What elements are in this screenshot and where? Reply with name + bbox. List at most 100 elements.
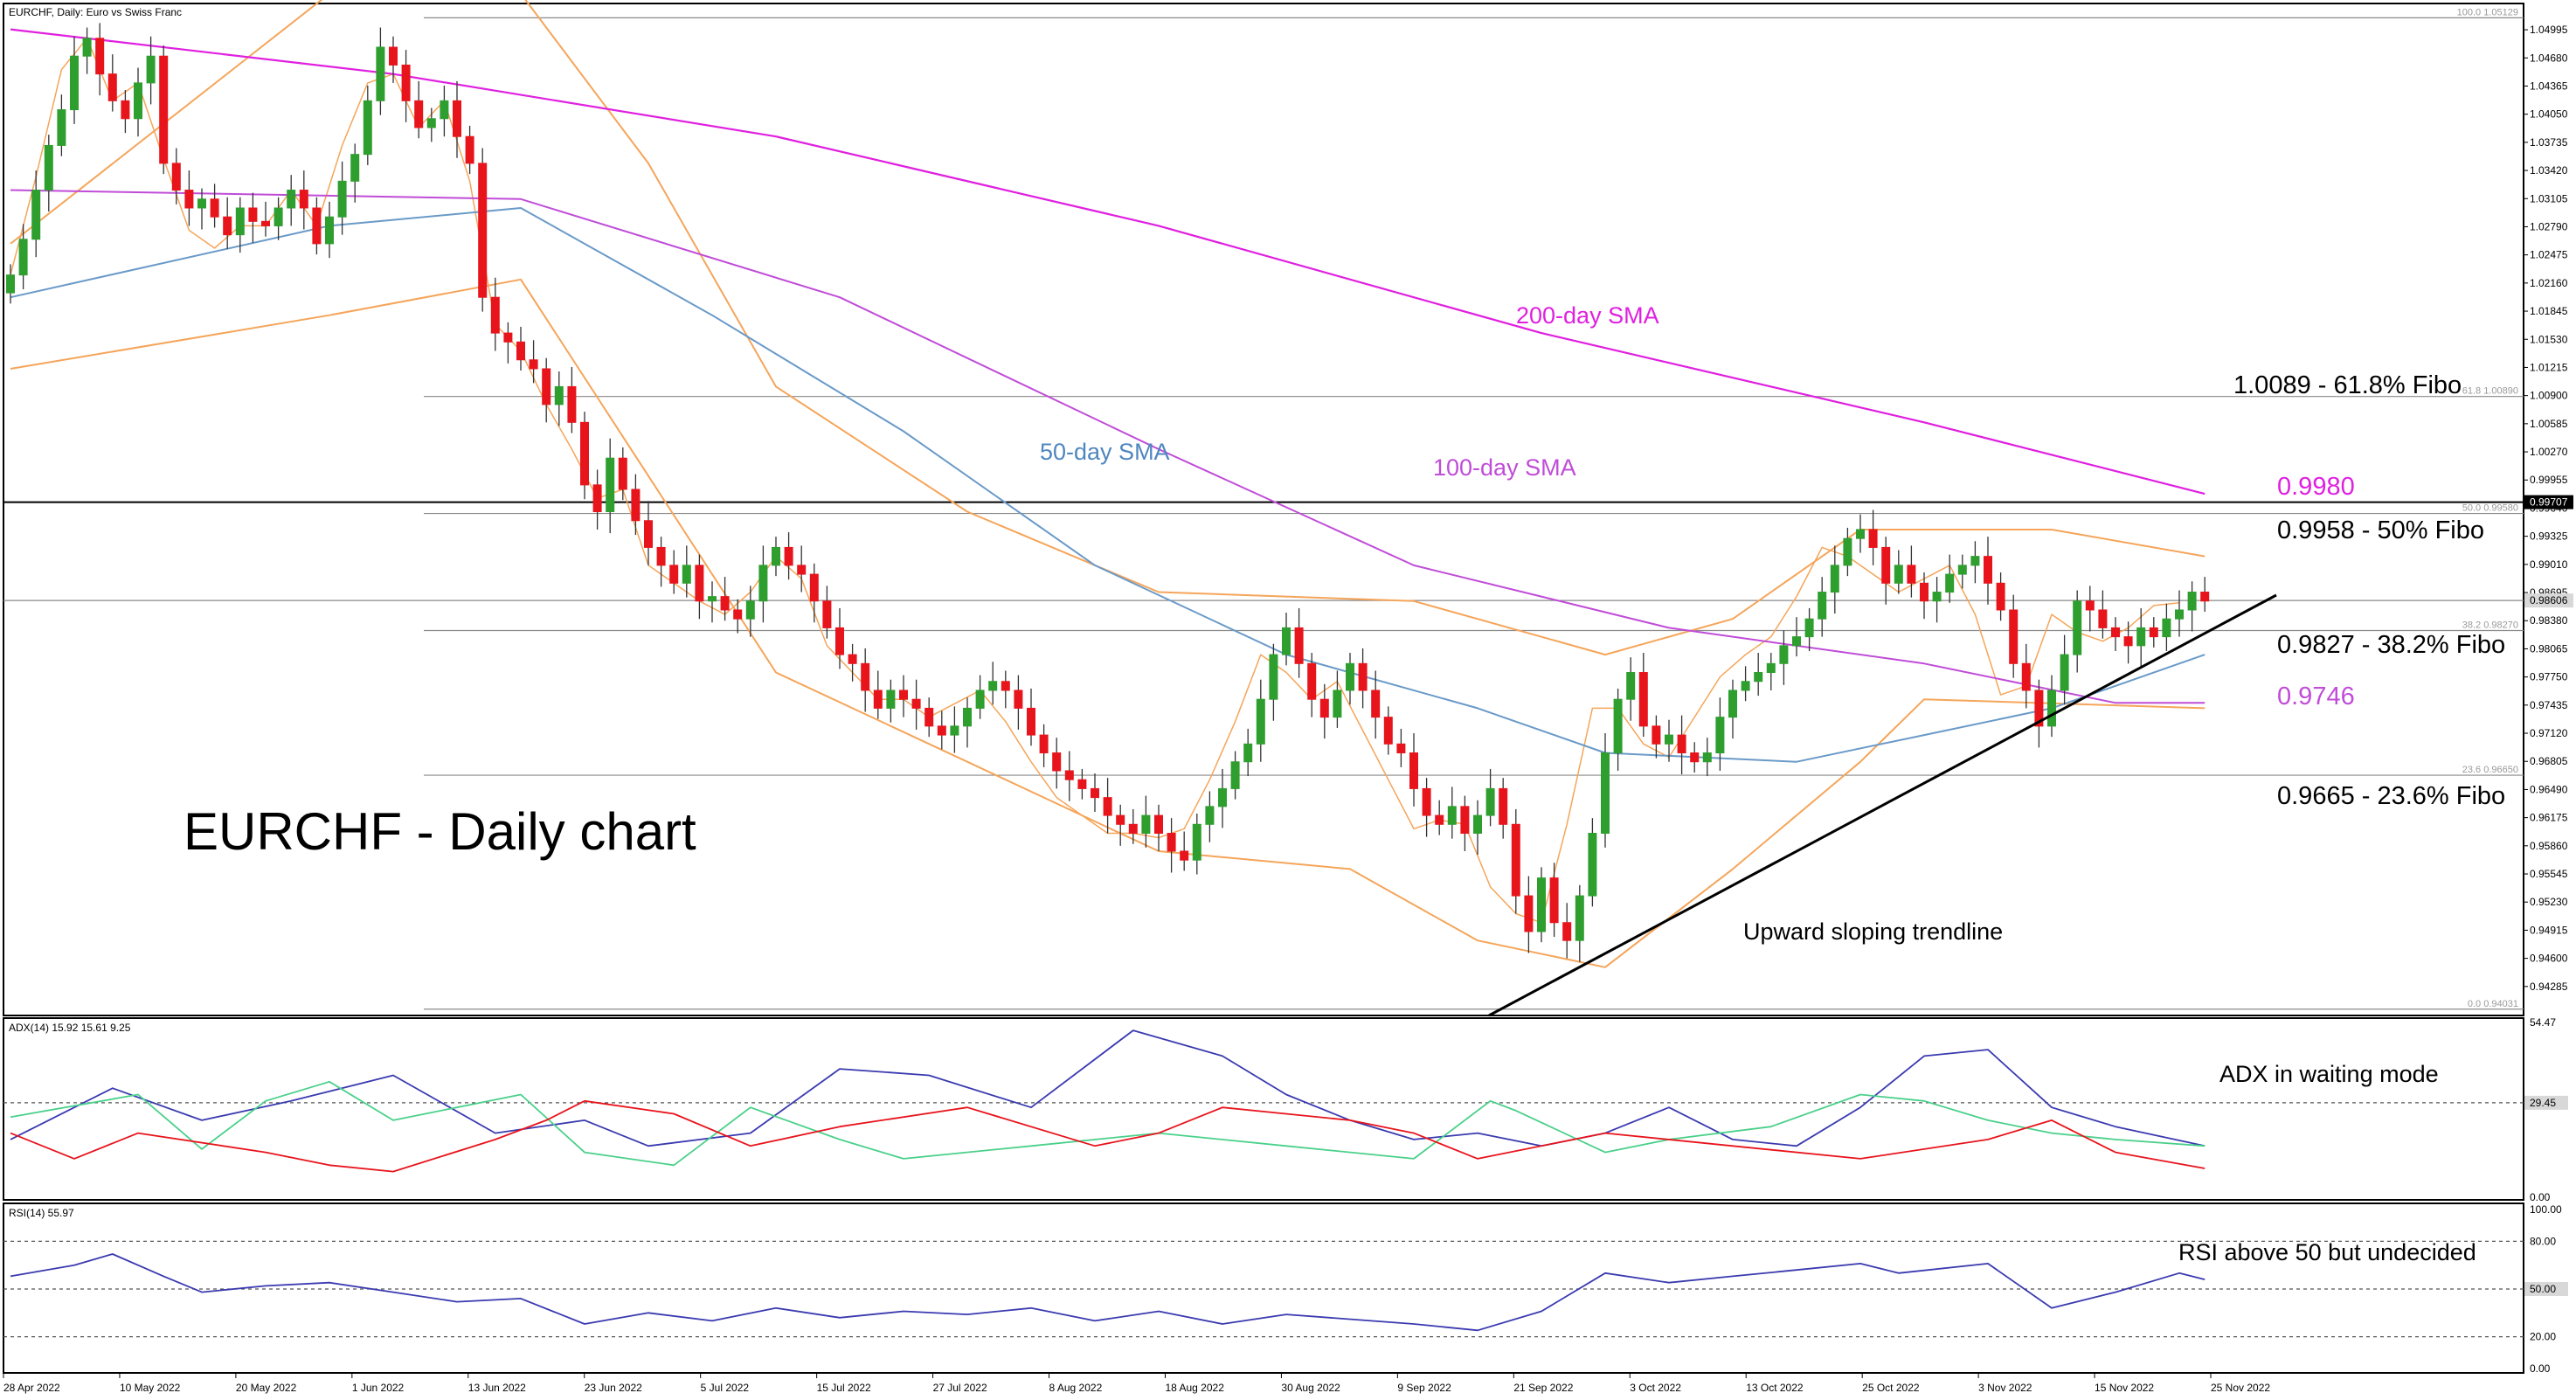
candle-down [2085, 600, 2095, 611]
adx-tick-label: 0.00 [2530, 1191, 2551, 1203]
candle-up [2047, 690, 2056, 727]
candle-down [261, 220, 270, 226]
candle-down [1039, 734, 1049, 754]
candle-up [1779, 645, 1789, 664]
rsi-tick-label: 20.00 [2530, 1331, 2556, 1343]
candle-down [1996, 582, 2005, 611]
candle-down [580, 421, 589, 486]
price-tick-label: 1.00585 [2530, 418, 2568, 430]
trendline-label: Upward sloping trendline [1743, 918, 2003, 945]
price-tick-label: 0.96805 [2530, 755, 2568, 767]
price-tick-label: 1.03105 [2530, 192, 2568, 204]
fib-level-label: 38.2 0.98270 [2462, 620, 2518, 630]
candle-up [146, 55, 156, 84]
candle-up [274, 207, 283, 226]
adx-line [10, 1029, 2206, 1147]
candle-down [2149, 627, 2158, 638]
candle-down [1128, 823, 1138, 835]
candle-down [669, 565, 679, 584]
candle-down [414, 100, 424, 128]
candle-up [1702, 752, 1712, 763]
candle-up [1218, 787, 1227, 807]
candle-down [924, 707, 934, 727]
level-9746-label: 0.9746 [2277, 683, 2355, 710]
price-tick-label: 0.97435 [2530, 699, 2568, 711]
candle-up [963, 707, 972, 727]
candle-down [911, 698, 921, 709]
price-tick-label: 1.01215 [2530, 361, 2568, 373]
candle-up [886, 690, 896, 709]
x-tick-label: 20 May 2022 [236, 1382, 297, 1394]
candle-down [2200, 592, 2210, 602]
candle-up [197, 198, 206, 209]
candle-up [2175, 609, 2184, 620]
candle-up [1830, 565, 1839, 593]
candle-down [822, 600, 832, 628]
candle-down [784, 546, 793, 566]
candle-down [1562, 922, 1572, 941]
rsi-tick-label: 100.00 [2530, 1203, 2562, 1216]
candle-up [1575, 895, 1584, 941]
candle-down [2123, 636, 2133, 647]
fib-level-label: 50.0 0.99580 [2462, 503, 2518, 514]
candle-up [376, 46, 385, 101]
candle-down [171, 163, 181, 191]
price-tick-label: 0.99955 [2530, 474, 2568, 486]
candle-up [1945, 573, 1955, 593]
candle-down [644, 520, 653, 548]
x-tick-label: 25 Oct 2022 [1862, 1382, 1920, 1394]
candle-up [606, 457, 615, 513]
candle-up [708, 596, 717, 602]
adx-pane-frame [3, 1017, 2524, 1201]
price-tick-label: 0.97120 [2530, 727, 2568, 739]
candle-down [503, 332, 513, 343]
price-pane-header: EURCHF, Daily: Euro vs Swiss Franc [9, 6, 182, 18]
candle-down [2034, 690, 2044, 727]
candle-up [975, 690, 985, 709]
price-tick-label: 1.02790 [2530, 220, 2568, 232]
candle-down [656, 546, 666, 566]
candle-up [1856, 529, 1865, 539]
rsi-line [10, 1253, 2206, 1332]
candle-up [6, 274, 15, 294]
axis-labels: 1.04995 1.04680 1.04365 1.04050 1.03735 1.034… [3, 24, 2573, 1394]
adx-level-box [2524, 1095, 2568, 1110]
candle-down [1460, 806, 1470, 835]
candle-down [1014, 690, 1023, 709]
reference-lines: 100.0 1.05129 61.8 1.00890 50.0 0.99580 38.… [3, 7, 2524, 1010]
candle-down [312, 207, 322, 245]
candle-up [1537, 877, 1546, 932]
candle-down [1524, 895, 1534, 932]
rsi-level-box [2524, 1282, 2568, 1296]
candle-up [1932, 592, 1942, 602]
candle-down [1638, 672, 1648, 727]
x-tick-label: 23 Jun 2022 [585, 1382, 642, 1394]
level-9980-label: 0.9980 [2277, 473, 2355, 501]
rsi-line [3, 1240, 2524, 1338]
price-tick-label: 0.95545 [2530, 868, 2568, 880]
price-marker-box [2524, 593, 2573, 608]
x-tick-label: 1 Jun 2022 [352, 1382, 405, 1394]
candle-up [57, 109, 66, 146]
price-tick-label: 1.04995 [2530, 24, 2568, 36]
candle-down [223, 216, 232, 236]
candle-down [1052, 752, 1062, 772]
candle-down [809, 573, 819, 602]
candle-down [248, 207, 258, 222]
price-tick-label: 1.03420 [2530, 164, 2568, 177]
candle-down [1549, 877, 1559, 924]
rsi-note: RSI above 50 but undecided [2178, 1239, 2476, 1265]
candle-up [350, 154, 360, 182]
x-tick-label: 13 Oct 2022 [1746, 1382, 1804, 1394]
candle-down [1064, 770, 1074, 780]
candle-down [2009, 609, 2019, 664]
x-tick-label: 25 Nov 2022 [2211, 1382, 2270, 1394]
x-tick-label: 3 Nov 2022 [1978, 1382, 2032, 1394]
candle-down [1358, 662, 1368, 691]
price-tick-label: 0.95230 [2530, 896, 2568, 908]
sma200-label: 200-day SMA [1516, 302, 1659, 329]
candle-up [134, 82, 142, 120]
candle-down [873, 690, 883, 709]
